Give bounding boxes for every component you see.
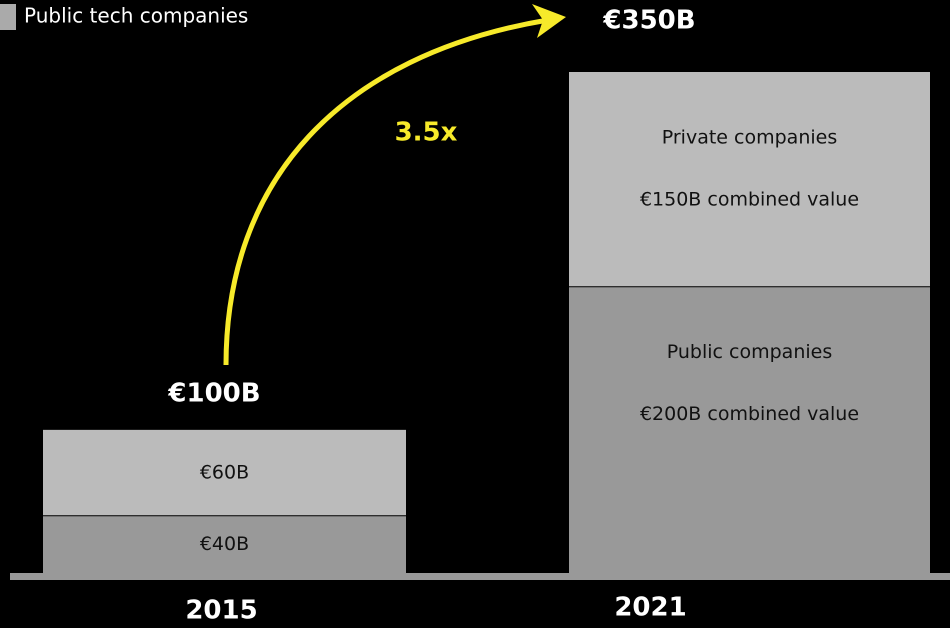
category-label: 2021 [614, 593, 686, 623]
arrow-head [532, 4, 566, 38]
total-label: €350B [602, 6, 695, 36]
bar-segment [43, 515, 406, 573]
segment-value-label: €200B combined value [640, 403, 859, 425]
bar-segment [43, 429, 406, 516]
segment-name: Public companies [667, 341, 832, 363]
bar-segment [569, 72, 930, 287]
segment-value-label: €150B combined value [640, 189, 859, 211]
legend-swatch [0, 4, 16, 30]
total-label: €100B [167, 378, 260, 408]
baseline [10, 573, 950, 580]
annotation: 3.5x [395, 118, 458, 148]
growth-arrow [223, 17, 549, 366]
legend-label: Public tech companies [24, 4, 248, 28]
segment-name: Private companies [662, 127, 837, 149]
segment-value-label: €60B [200, 461, 249, 483]
segment-value-label: €40B [200, 533, 249, 555]
bar-segment [569, 286, 930, 573]
category-label: 2015 [185, 596, 257, 626]
